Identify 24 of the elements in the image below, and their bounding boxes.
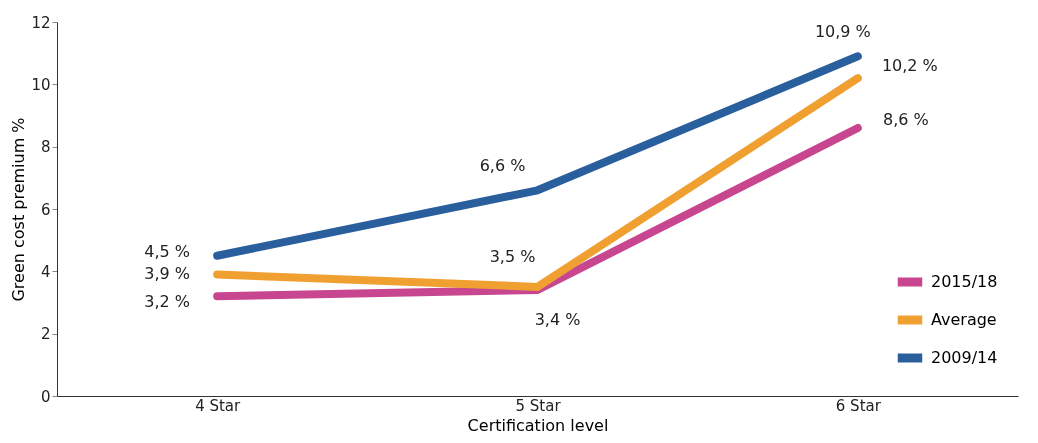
x-axis-title: Certification level xyxy=(467,415,609,435)
legend-label: Average xyxy=(931,310,997,329)
y-tick-label: 8 xyxy=(40,138,51,157)
y-tick-label: 10 xyxy=(31,75,51,94)
data-label: 3,4 % xyxy=(534,310,581,330)
x-tick-label: 5 Star xyxy=(515,396,562,415)
data-label: 3,5 % xyxy=(489,246,536,266)
data-label: 10,9 % xyxy=(814,22,871,42)
data-label: 3,9 % xyxy=(144,264,191,284)
data-label: 4,5 % xyxy=(144,241,191,261)
y-axis-title: Green cost premium % xyxy=(9,117,29,302)
y-tick-label: 0 xyxy=(40,387,51,406)
x-tick-label: 6 Star xyxy=(835,396,882,415)
y-tick-label: 6 xyxy=(40,200,51,219)
legend-label: 2015/18 xyxy=(931,272,998,291)
legend-label: 2009/14 xyxy=(931,348,998,367)
data-label: 10,2 % xyxy=(881,56,938,76)
y-tick-label: 12 xyxy=(31,13,51,32)
data-label: 3,2 % xyxy=(144,292,191,312)
data-label: 8,6 % xyxy=(882,109,929,129)
data-label: 6,6 % xyxy=(479,156,526,176)
y-tick-label: 4 xyxy=(40,262,51,281)
y-tick-label: 2 xyxy=(40,325,51,344)
x-tick-label: 4 Star xyxy=(195,396,242,415)
